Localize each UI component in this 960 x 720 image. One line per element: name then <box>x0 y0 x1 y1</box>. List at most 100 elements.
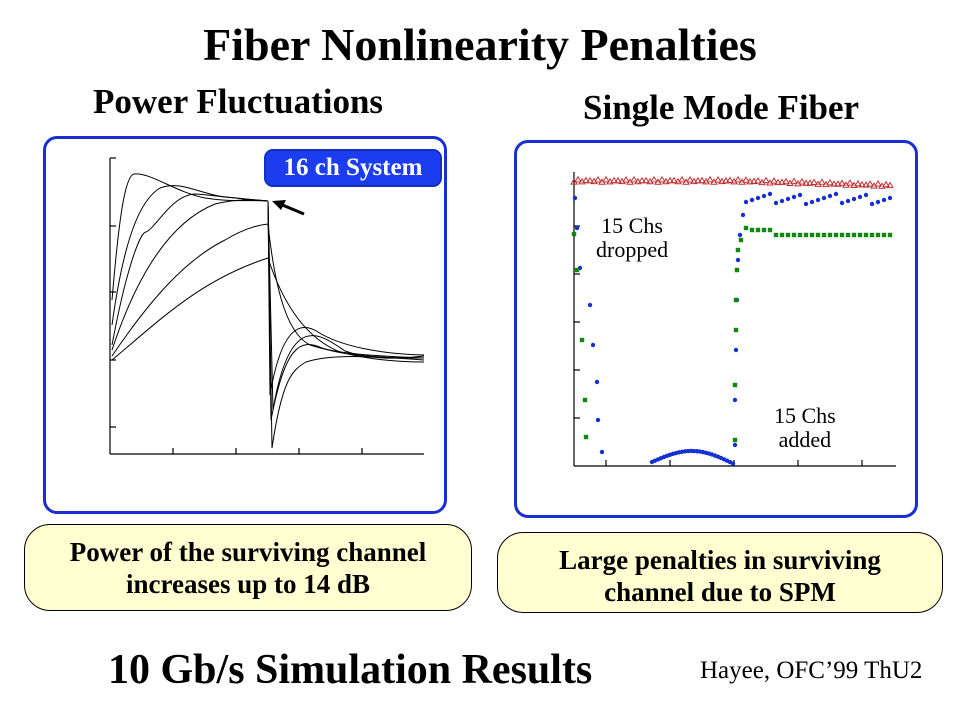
left-caption-line-2: increases up to 14 dB <box>125 569 371 599</box>
curve-6 <box>111 257 269 361</box>
triangle-marker <box>638 176 646 184</box>
circle-marker <box>735 257 741 263</box>
triangle-marker <box>770 177 778 184</box>
square-marker <box>821 232 827 238</box>
square-marker <box>738 237 744 243</box>
square-marker <box>733 327 739 333</box>
right-caption-line-2: channel due to SPM <box>604 577 836 607</box>
bottom-title: 10 Gb/s Simulation Results <box>108 647 593 693</box>
square-marker <box>857 232 863 238</box>
circle-marker <box>732 397 738 403</box>
triangle-marker <box>658 175 666 183</box>
circle-marker <box>797 192 803 198</box>
triangle-marker <box>826 178 834 186</box>
drop-2 <box>267 200 425 421</box>
triangle-marker <box>762 176 770 184</box>
circle-marker <box>572 195 578 201</box>
triangle-marker <box>574 175 582 183</box>
triangle-marker <box>610 176 618 184</box>
triangle-marker <box>718 177 726 185</box>
square-marker <box>755 227 761 233</box>
square-marker <box>887 232 893 238</box>
circle-marker <box>821 195 827 201</box>
square-marker <box>815 232 821 238</box>
circle-marker <box>809 199 815 205</box>
triangle-marker <box>694 176 702 184</box>
circle-marker <box>767 191 773 197</box>
circle-marker <box>730 461 736 466</box>
circle-marker <box>887 195 893 201</box>
square-marker <box>833 232 839 238</box>
triangle-marker <box>614 176 622 184</box>
triangle-marker <box>650 175 658 183</box>
circle-marker <box>733 347 739 353</box>
square-marker <box>579 337 585 343</box>
square-marker <box>732 437 738 443</box>
circle-marker <box>590 342 596 348</box>
triangle-marker <box>882 180 890 188</box>
curve-5 <box>111 223 269 357</box>
circle-marker <box>595 417 601 423</box>
circle-marker <box>815 197 821 203</box>
triangle-marker <box>750 177 758 184</box>
triangle-marker <box>846 179 854 186</box>
drop-4 <box>267 200 425 411</box>
drop-5 <box>267 223 425 359</box>
left-plot-axes <box>109 157 424 455</box>
circle-marker <box>594 379 600 385</box>
triangle-marker <box>802 179 810 186</box>
square-marker <box>735 247 741 253</box>
circle-marker <box>761 193 767 199</box>
square-marker <box>734 267 740 273</box>
triangle-marker <box>706 175 714 183</box>
circle-marker <box>732 442 738 448</box>
right-caption-line-1: Large penalties in surviving <box>559 545 881 575</box>
circle-marker <box>599 449 605 455</box>
circle-marker <box>755 195 761 201</box>
triangle-marker <box>594 176 602 183</box>
triangle-marker <box>642 176 650 184</box>
dropped-line-2: dropped <box>596 237 669 262</box>
circle-marker <box>863 192 869 198</box>
square-marker <box>582 397 588 403</box>
triangle-marker <box>754 177 762 184</box>
square-marker <box>767 227 773 233</box>
series-squares <box>571 225 893 443</box>
circle-marker <box>881 197 887 203</box>
triangle-marker <box>630 175 638 183</box>
right-heading: Single Mode Fiber <box>583 88 860 127</box>
added-annotation: 15 Chs added <box>774 404 836 452</box>
circle-marker <box>737 232 743 238</box>
triangle-marker <box>818 178 826 185</box>
circle-marker <box>749 197 755 203</box>
triangle-marker <box>774 178 782 186</box>
triangle-marker <box>742 176 750 183</box>
added-line-2: added <box>778 427 832 452</box>
triangle-marker <box>722 176 730 184</box>
square-marker <box>845 232 851 238</box>
triangle-marker <box>586 176 594 184</box>
square-marker <box>583 434 589 440</box>
triangle-marker <box>810 178 818 186</box>
square-marker <box>869 232 875 238</box>
left-heading: Power Fluctuations <box>93 82 384 121</box>
slide-title: Fiber Nonlinearity Penalties <box>203 19 757 70</box>
triangle-marker <box>782 177 790 185</box>
triangle-marker <box>582 176 590 184</box>
square-marker <box>839 232 845 238</box>
square-marker <box>773 232 779 238</box>
left-caption-line-1: Power of the surviving channel <box>69 537 427 567</box>
circle-marker <box>791 194 797 200</box>
triangle-marker <box>714 176 722 183</box>
square-marker <box>749 227 755 233</box>
triangle-marker <box>874 179 882 187</box>
circle-marker <box>587 302 593 308</box>
circle-marker <box>803 201 809 207</box>
curve-3 <box>111 193 269 346</box>
square-marker <box>785 232 791 238</box>
square-marker <box>863 232 869 238</box>
curve-4 <box>111 199 269 351</box>
triangle-marker <box>602 175 610 183</box>
triangle-marker <box>854 179 862 187</box>
